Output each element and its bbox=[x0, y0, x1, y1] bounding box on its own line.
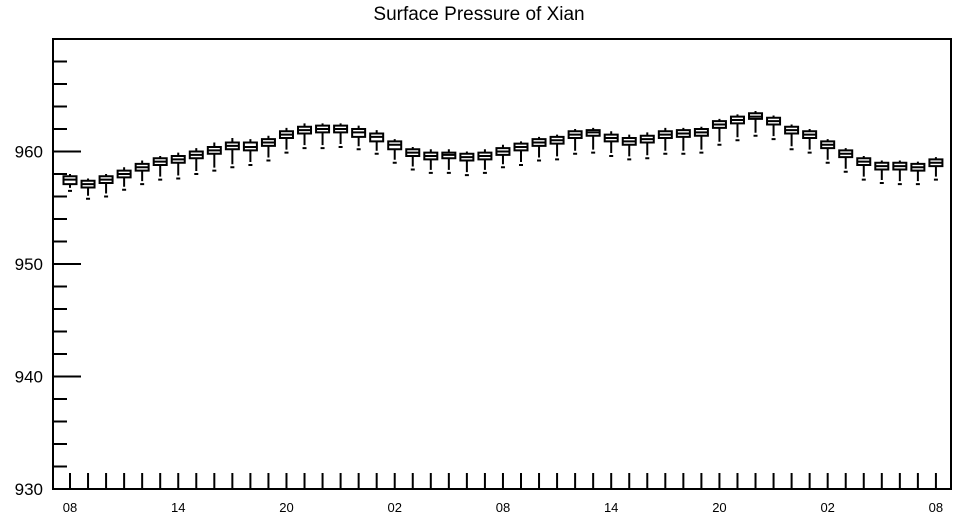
box-plot bbox=[116, 167, 132, 191]
box-plot bbox=[495, 144, 511, 169]
box-plot bbox=[387, 139, 403, 164]
x-tick-label: 20 bbox=[712, 500, 726, 515]
box-plot bbox=[134, 160, 150, 186]
box-plot bbox=[98, 174, 114, 198]
x-tick-label: 02 bbox=[820, 500, 834, 515]
chart-title: Surface Pressure of Xian bbox=[373, 4, 585, 25]
x-tick-label: 20 bbox=[279, 500, 293, 515]
y-tick-label: 930 bbox=[15, 480, 43, 499]
box-plot bbox=[910, 161, 926, 186]
y-tick-label: 940 bbox=[15, 368, 43, 387]
box-plot bbox=[621, 134, 637, 161]
box-plot bbox=[874, 160, 890, 184]
box-plot bbox=[369, 130, 385, 155]
box-plot bbox=[729, 114, 745, 142]
box-plot bbox=[423, 149, 439, 174]
box-plot bbox=[766, 115, 782, 141]
x-tick-label: 08 bbox=[496, 500, 510, 515]
y-axis: 930 940 950 960 bbox=[15, 38, 81, 499]
box-plot bbox=[657, 127, 673, 155]
box-plot bbox=[224, 138, 240, 169]
box-plot bbox=[531, 136, 547, 162]
box-plot bbox=[639, 132, 655, 160]
box-plot bbox=[405, 147, 421, 171]
box-series bbox=[62, 111, 944, 200]
box-plot bbox=[477, 149, 493, 174]
box-plot bbox=[62, 174, 78, 192]
box-plot bbox=[838, 148, 854, 173]
x-tick-label: 14 bbox=[604, 500, 618, 515]
box-plot bbox=[206, 142, 222, 172]
x-tick-label: 08 bbox=[63, 500, 77, 515]
x-tick-label: 14 bbox=[171, 500, 185, 515]
box-plot bbox=[242, 139, 258, 166]
box-plot bbox=[188, 148, 204, 175]
box-plot bbox=[80, 178, 96, 200]
y-tick-label: 950 bbox=[15, 255, 43, 274]
box-plot bbox=[603, 131, 619, 157]
x-axis: 08 14 20 02 08 14 20 02 08 bbox=[63, 473, 943, 515]
x-tick-label: 08 bbox=[929, 500, 943, 515]
box-plot bbox=[351, 125, 367, 151]
box-plot bbox=[928, 157, 944, 181]
box-plot bbox=[441, 149, 457, 174]
box-plot bbox=[170, 152, 186, 180]
box-plot bbox=[567, 129, 583, 155]
box-plot bbox=[892, 160, 908, 186]
box-plot bbox=[856, 156, 872, 181]
x-tick-label: 02 bbox=[387, 500, 401, 515]
box-plot bbox=[333, 123, 349, 148]
box-plot bbox=[675, 127, 691, 155]
box-plot bbox=[802, 129, 818, 154]
box-plot bbox=[315, 123, 331, 150]
box-plot bbox=[278, 127, 294, 154]
box-plot bbox=[297, 123, 313, 150]
box-plot bbox=[748, 111, 764, 137]
y-tick-label: 960 bbox=[15, 143, 43, 162]
box-plot bbox=[585, 127, 601, 154]
box-plot bbox=[693, 126, 709, 154]
box-plot bbox=[820, 139, 836, 164]
plot-frame bbox=[52, 38, 952, 490]
box-plot bbox=[152, 156, 168, 181]
box-plot bbox=[260, 135, 276, 162]
box-plot bbox=[711, 118, 727, 146]
box-plot bbox=[459, 151, 475, 177]
box-plot bbox=[513, 141, 529, 166]
box-plot bbox=[784, 124, 800, 151]
box-plot bbox=[549, 134, 565, 161]
